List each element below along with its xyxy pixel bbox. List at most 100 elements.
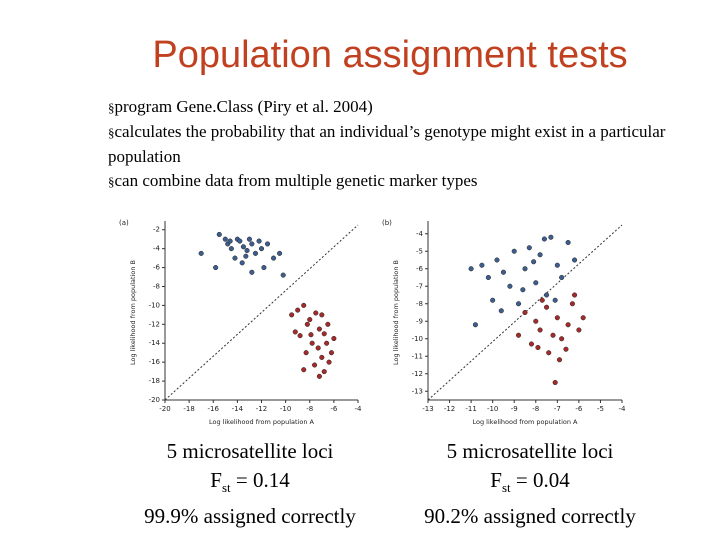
x-tick-label: -4: [355, 405, 363, 413]
point: [277, 250, 283, 256]
point: [315, 345, 321, 351]
y-tick-label: -10: [412, 335, 423, 343]
point: [261, 265, 267, 271]
point: [307, 317, 313, 323]
point: [303, 350, 309, 356]
point: [301, 302, 307, 308]
point: [319, 312, 325, 318]
fst-symbol: F: [210, 468, 222, 492]
point: [213, 265, 219, 271]
y-tick-label: -4: [153, 245, 161, 253]
point: [328, 350, 335, 356]
point: [537, 327, 543, 333]
y-tick-label: -11: [412, 352, 423, 360]
point: [271, 255, 277, 261]
point: [544, 292, 550, 298]
point: [264, 241, 271, 247]
point: [520, 287, 526, 293]
x-tick-label: -6: [330, 405, 338, 413]
x-tick-label: -16: [208, 405, 220, 413]
point: [479, 262, 485, 268]
point: [548, 234, 554, 240]
point: [258, 246, 265, 252]
caption-line: Fst = 0.04: [390, 466, 670, 502]
point: [321, 331, 327, 337]
y-tick-label: -18: [149, 377, 160, 385]
x-tick-label: -14: [232, 405, 244, 413]
x-axis-label: Log likelihood from population A: [473, 418, 579, 426]
point: [292, 329, 298, 335]
point: [556, 357, 563, 363]
bullet: program Gene.Class (Piry et al. 2004): [108, 95, 708, 120]
point: [244, 247, 250, 254]
fst-value: = 0.04: [515, 468, 570, 492]
point: [280, 272, 286, 278]
point: [507, 283, 513, 289]
y-tick-label: -14: [149, 339, 161, 347]
point: [256, 238, 262, 244]
point: [494, 257, 500, 263]
point: [308, 332, 314, 338]
point: [544, 304, 550, 310]
panel-label: (a): [119, 219, 129, 227]
x-tick-label: -18: [183, 405, 194, 413]
point: [246, 236, 252, 242]
point: [522, 309, 528, 316]
point: [533, 318, 539, 324]
point: [222, 236, 228, 242]
caption-line: 99.9% assigned correctly: [144, 504, 356, 529]
x-tick-label: -9: [511, 405, 518, 413]
point: [498, 308, 504, 314]
point: [216, 231, 222, 238]
y-tick-label: -6: [153, 264, 161, 272]
bullet: calculates the probability that an indiv…: [108, 120, 708, 169]
point: [511, 248, 517, 254]
point: [515, 332, 522, 338]
point: [237, 238, 243, 244]
x-tick-label: -10: [280, 405, 291, 413]
x-tick-label: -11: [465, 405, 476, 413]
point: [569, 301, 575, 307]
point: [239, 260, 245, 266]
caption-line: 5 microsatellite loci: [446, 439, 614, 463]
point: [559, 274, 565, 281]
point: [515, 301, 522, 307]
y-tick-label: -4: [416, 230, 424, 238]
y-tick-label: -13: [412, 387, 423, 395]
point: [565, 322, 571, 328]
point: [554, 315, 560, 321]
y-tick-label: -20: [149, 396, 160, 404]
y-tick-label: -10: [149, 301, 160, 309]
point: [472, 322, 478, 328]
fst-subscript: st: [221, 480, 231, 496]
point: [249, 241, 255, 247]
fst-subscript: st: [501, 480, 511, 496]
y-tick-label: -12: [412, 370, 423, 378]
point: [546, 350, 552, 356]
y-tick-label: -8: [416, 300, 423, 308]
x-tick-label: -7: [554, 405, 561, 413]
x-tick-label: -10: [487, 405, 498, 413]
x-axis-label: Log likelihood from population A: [209, 418, 315, 426]
point: [576, 327, 582, 333]
point: [313, 310, 319, 316]
point: [309, 340, 315, 346]
caption: 5 microsatellite loci Fst = 0.14 99.9% a…: [110, 437, 390, 531]
panel-label: (b): [382, 219, 392, 227]
point: [198, 250, 204, 256]
point: [326, 359, 332, 365]
point: [331, 335, 337, 342]
y-tick-label: -5: [416, 247, 423, 255]
point: [304, 321, 310, 327]
x-tick-label: -12: [256, 405, 267, 413]
point: [316, 326, 322, 332]
fst-value: = 0.14: [235, 468, 290, 492]
y-tick-label: -6: [416, 265, 424, 273]
point: [289, 312, 295, 318]
diagonal: [427, 224, 623, 401]
point: [535, 344, 541, 351]
point: [539, 297, 545, 303]
point: [228, 246, 234, 252]
point: [232, 255, 238, 261]
